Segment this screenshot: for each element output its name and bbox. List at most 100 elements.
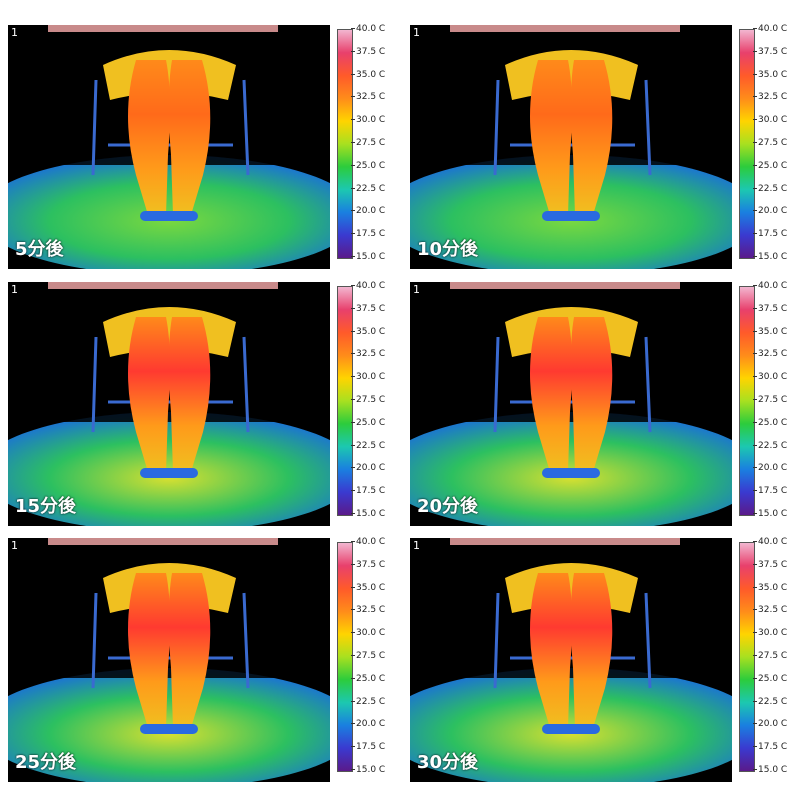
elapsed-time-label: 20分後 bbox=[417, 496, 479, 517]
scale-tick-label: 25.0 C bbox=[351, 161, 385, 171]
left-leg bbox=[128, 573, 171, 728]
feet-region bbox=[140, 468, 198, 478]
scale-tick-label: 20.0 C bbox=[753, 207, 787, 216]
scale-tick-label: 22.5 C bbox=[753, 697, 787, 707]
scale-tick-label: 30.0 C bbox=[351, 373, 385, 382]
scale-tick-label: 15.0 C bbox=[351, 510, 385, 519]
scale-tick-label: 30.0 C bbox=[753, 373, 787, 382]
scale-tick-label: 32.5 C bbox=[351, 606, 385, 615]
scale-tick-label: 25.0 C bbox=[753, 674, 787, 684]
thermal-image: 1 15分後 bbox=[8, 282, 330, 526]
scale-tick-label: 35.0 C bbox=[351, 327, 385, 337]
scale-tick-label: 30.0 C bbox=[351, 629, 385, 638]
scale-tick-label: 20.0 C bbox=[351, 207, 385, 216]
frame-number: 1 bbox=[11, 26, 18, 39]
scale-tick-labels: 40.0 C 37.5 C 35.0 C 32.5 C 30.0 C 27.5 C 25.0… bbox=[351, 282, 391, 522]
thermal-panel: 1 5分後 40.0 C 37.5 C 35.0 C 32.5 C 30.0 C 27.5 C… bbox=[8, 25, 388, 269]
scale-tick-label: 27.5 C bbox=[351, 652, 385, 661]
scale-tick-label: 37.5 C bbox=[753, 304, 787, 314]
thermal-panel: 1 20分後 40.0 C 37.5 C 35.0 C 32.5 C 30.0 C 27.5 … bbox=[410, 282, 790, 526]
right-leg bbox=[168, 60, 211, 215]
elapsed-time-label: 15分後 bbox=[15, 496, 77, 517]
scale-tick-label: 40.0 C bbox=[753, 25, 787, 34]
left-leg bbox=[128, 317, 171, 472]
thermal-image: 1 20分後 bbox=[410, 282, 732, 526]
scale-tick-label: 37.5 C bbox=[753, 47, 787, 57]
scale-tick-label: 37.5 C bbox=[753, 560, 787, 570]
scale-tick-label: 32.5 C bbox=[753, 350, 787, 359]
elapsed-time-label: 10分後 bbox=[417, 239, 479, 260]
feet-region bbox=[140, 724, 198, 734]
elapsed-time-label: 5分後 bbox=[15, 239, 64, 260]
scale-tick-label: 37.5 C bbox=[351, 47, 385, 57]
scale-tick-labels: 40.0 C 37.5 C 35.0 C 32.5 C 30.0 C 27.5 C 25.0… bbox=[753, 282, 793, 522]
scale-tick-label: 17.5 C bbox=[351, 487, 385, 496]
desk-edge bbox=[450, 538, 680, 545]
right-leg bbox=[168, 573, 211, 728]
scale-tick-label: 25.0 C bbox=[351, 418, 385, 428]
desk-edge bbox=[48, 538, 278, 545]
desk-edge bbox=[48, 282, 278, 289]
scale-tick-label: 22.5 C bbox=[351, 184, 385, 194]
feet-region bbox=[542, 724, 600, 734]
scale-tick-label: 40.0 C bbox=[753, 282, 787, 291]
scale-tick-label: 22.5 C bbox=[351, 441, 385, 451]
scale-tick-label: 22.5 C bbox=[753, 441, 787, 451]
scale-tick-label: 40.0 C bbox=[351, 282, 385, 291]
right-leg bbox=[570, 573, 613, 728]
scale-tick-label: 35.0 C bbox=[351, 583, 385, 593]
scale-tick-label: 20.0 C bbox=[351, 464, 385, 473]
scale-tick-label: 20.0 C bbox=[351, 720, 385, 729]
left-leg bbox=[530, 573, 573, 728]
right-leg bbox=[570, 317, 613, 472]
scale-tick-label: 32.5 C bbox=[753, 606, 787, 615]
scale-tick-label: 17.5 C bbox=[351, 743, 385, 752]
scale-tick-label: 37.5 C bbox=[351, 304, 385, 314]
thermal-panel: 1 25分後 40.0 C 37.5 C 35.0 C 32.5 C 30.0 C 27.5 … bbox=[8, 538, 388, 782]
scale-tick-label: 35.0 C bbox=[753, 70, 787, 80]
frame-number: 1 bbox=[413, 539, 420, 552]
desk-edge bbox=[450, 25, 680, 32]
feet-region bbox=[542, 468, 600, 478]
frame-number: 1 bbox=[413, 283, 420, 296]
thermal-image: 1 25分後 bbox=[8, 538, 330, 782]
scale-tick-label: 40.0 C bbox=[753, 538, 787, 547]
scale-tick-label: 17.5 C bbox=[753, 230, 787, 239]
scale-tick-label: 35.0 C bbox=[351, 70, 385, 80]
scale-tick-label: 32.5 C bbox=[753, 93, 787, 102]
scale-tick-labels: 40.0 C 37.5 C 35.0 C 32.5 C 30.0 C 27.5 C 25.0… bbox=[351, 25, 391, 265]
scale-tick-label: 27.5 C bbox=[753, 652, 787, 661]
scale-tick-label: 15.0 C bbox=[753, 253, 787, 262]
feet-region bbox=[140, 211, 198, 221]
left-leg bbox=[128, 60, 171, 215]
scale-tick-label: 25.0 C bbox=[351, 674, 385, 684]
feet-region bbox=[542, 211, 600, 221]
scale-tick-labels: 40.0 C 37.5 C 35.0 C 32.5 C 30.0 C 27.5 C 25.0… bbox=[753, 25, 793, 265]
thermal-panel: 1 10分後 40.0 C 37.5 C 35.0 C 32.5 C 30.0 C 27.5 … bbox=[410, 25, 790, 269]
scale-tick-label: 32.5 C bbox=[351, 93, 385, 102]
scale-tick-label: 25.0 C bbox=[753, 418, 787, 428]
scale-tick-label: 40.0 C bbox=[351, 25, 385, 34]
scale-tick-label: 35.0 C bbox=[753, 583, 787, 593]
left-leg bbox=[530, 317, 573, 472]
scale-tick-label: 15.0 C bbox=[351, 253, 385, 262]
thermal-image: 1 30分後 bbox=[410, 538, 732, 782]
scale-tick-label: 30.0 C bbox=[351, 116, 385, 125]
scale-tick-label: 27.5 C bbox=[753, 396, 787, 405]
scale-tick-label: 20.0 C bbox=[753, 464, 787, 473]
elapsed-time-label: 25分後 bbox=[15, 752, 77, 773]
scale-tick-label: 40.0 C bbox=[351, 538, 385, 547]
thermal-panel: 1 30分後 40.0 C 37.5 C 35.0 C 32.5 C 30.0 C 27.5 … bbox=[410, 538, 790, 782]
right-leg bbox=[168, 317, 211, 472]
scale-tick-label: 27.5 C bbox=[351, 396, 385, 405]
scale-tick-label: 15.0 C bbox=[753, 510, 787, 519]
frame-number: 1 bbox=[11, 539, 18, 552]
scale-tick-label: 37.5 C bbox=[351, 560, 385, 570]
scale-tick-labels: 40.0 C 37.5 C 35.0 C 32.5 C 30.0 C 27.5 C 25.0… bbox=[351, 538, 391, 778]
scale-tick-label: 30.0 C bbox=[753, 116, 787, 125]
frame-number: 1 bbox=[413, 26, 420, 39]
scale-tick-label: 17.5 C bbox=[351, 230, 385, 239]
scale-tick-label: 17.5 C bbox=[753, 743, 787, 752]
scale-tick-label: 20.0 C bbox=[753, 720, 787, 729]
scale-tick-label: 25.0 C bbox=[753, 161, 787, 171]
